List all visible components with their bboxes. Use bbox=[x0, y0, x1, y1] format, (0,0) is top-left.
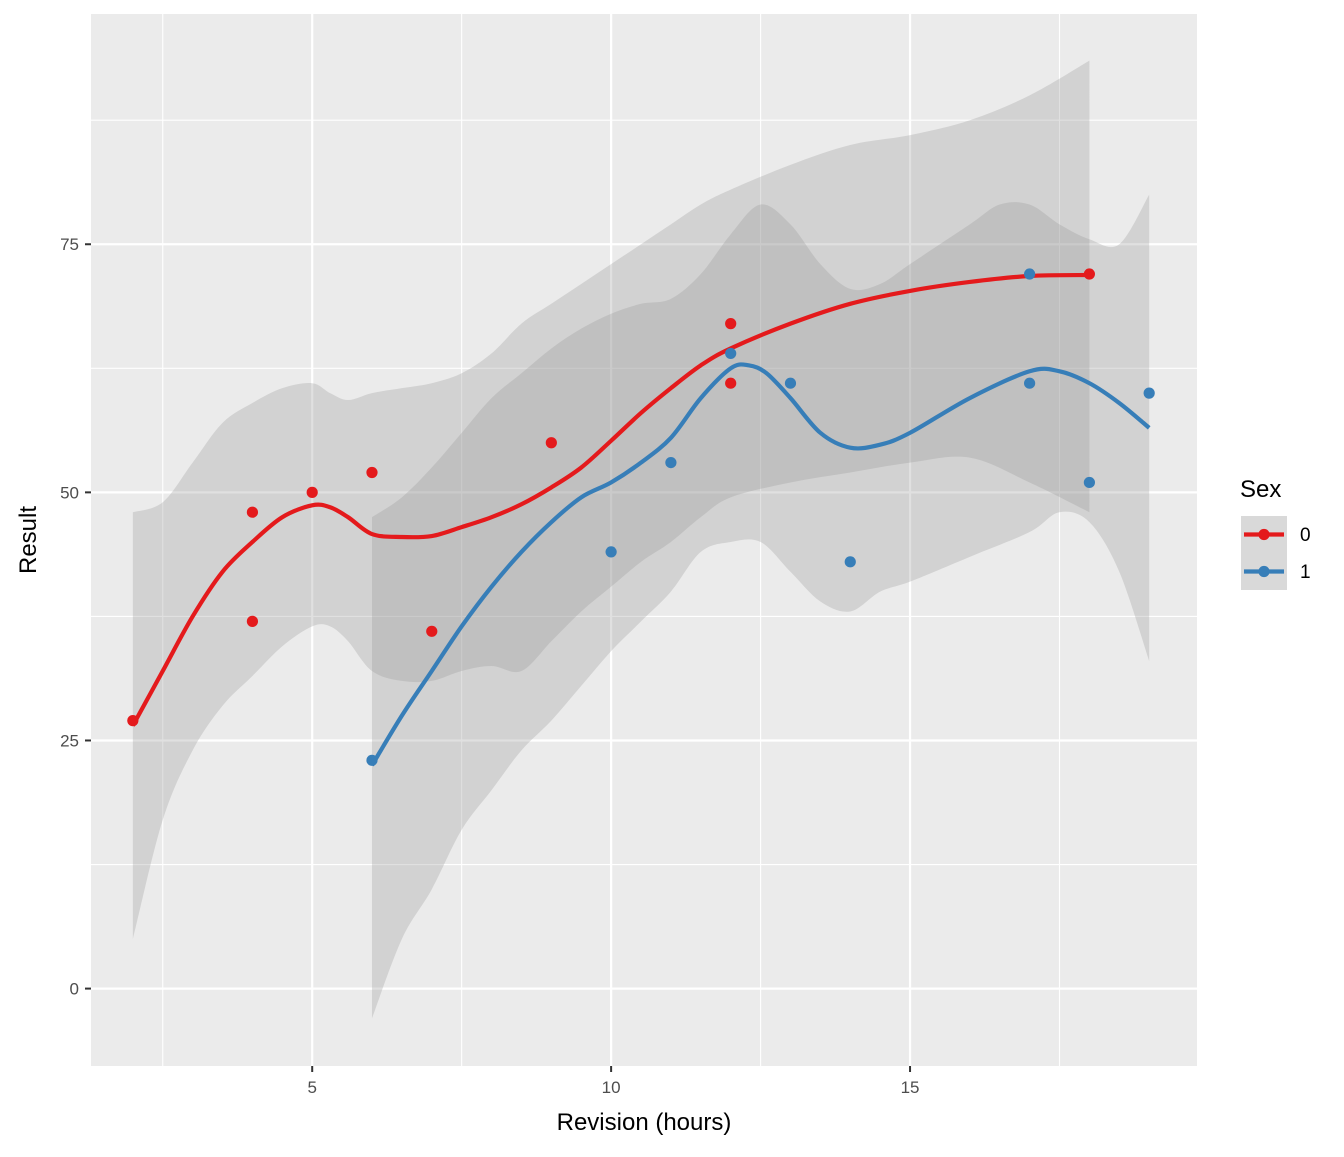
legend-key-point bbox=[1258, 528, 1270, 541]
confidence-band-series-1 bbox=[371, 194, 1150, 1019]
data-point-series-1 bbox=[366, 754, 378, 766]
minor-gridlines bbox=[91, 14, 1197, 1066]
data-point-series-1 bbox=[1024, 377, 1036, 389]
x-tick-label: 10 bbox=[602, 1078, 621, 1097]
data-point-series-0 bbox=[545, 437, 557, 449]
smooth-lines bbox=[131, 272, 1151, 767]
legend-key-point bbox=[1258, 565, 1270, 578]
data-point-series-1 bbox=[605, 546, 617, 558]
data-point-series-0 bbox=[1083, 268, 1095, 280]
data-point-series-1 bbox=[1083, 476, 1095, 489]
data-point-series-0 bbox=[725, 318, 737, 330]
legend-label-series-0: 0 bbox=[1300, 525, 1311, 546]
legend-label-series-1: 1 bbox=[1300, 562, 1311, 583]
data-point-series-1 bbox=[725, 347, 737, 360]
data-point-series-1 bbox=[1024, 268, 1036, 280]
y-tick-label: 75 bbox=[60, 235, 79, 254]
legend-title: Sex bbox=[1240, 476, 1281, 503]
y-tick-label: 50 bbox=[60, 483, 79, 502]
x-axis-title: Revision (hours) bbox=[557, 1109, 732, 1136]
plot-panel bbox=[91, 14, 1197, 1066]
data-point-series-0 bbox=[127, 715, 139, 727]
data-point-series-1 bbox=[844, 556, 856, 568]
data-point-series-1 bbox=[1143, 387, 1155, 399]
data-point-series-0 bbox=[306, 486, 318, 498]
y-tick-label: 0 bbox=[70, 980, 79, 999]
confidence-bands bbox=[132, 60, 1150, 1019]
x-axis: 5 10 15 bbox=[307, 1066, 919, 1097]
data-point-series-0 bbox=[725, 377, 737, 389]
data-point-series-0 bbox=[426, 625, 438, 637]
data-point-series-0 bbox=[366, 466, 378, 479]
y-tick-label: 25 bbox=[60, 731, 79, 750]
data-points bbox=[127, 268, 1155, 766]
major-gridlines bbox=[91, 14, 1197, 1066]
data-point-series-1 bbox=[665, 456, 677, 469]
confidence-band-series-0 bbox=[132, 60, 1090, 939]
smooth-line-series-1 bbox=[370, 362, 1151, 767]
y-axis: 0 25 50 75 bbox=[60, 235, 91, 999]
data-point-series-0 bbox=[246, 615, 259, 627]
smooth-line-series-0 bbox=[131, 272, 1090, 727]
data-point-series-0 bbox=[246, 506, 259, 518]
y-axis-title: Result bbox=[15, 506, 42, 574]
x-tick-label: 5 bbox=[307, 1078, 316, 1097]
legend: Sex 0 1 bbox=[1240, 476, 1311, 590]
x-tick-label: 15 bbox=[901, 1078, 920, 1097]
data-point-series-1 bbox=[784, 377, 797, 389]
